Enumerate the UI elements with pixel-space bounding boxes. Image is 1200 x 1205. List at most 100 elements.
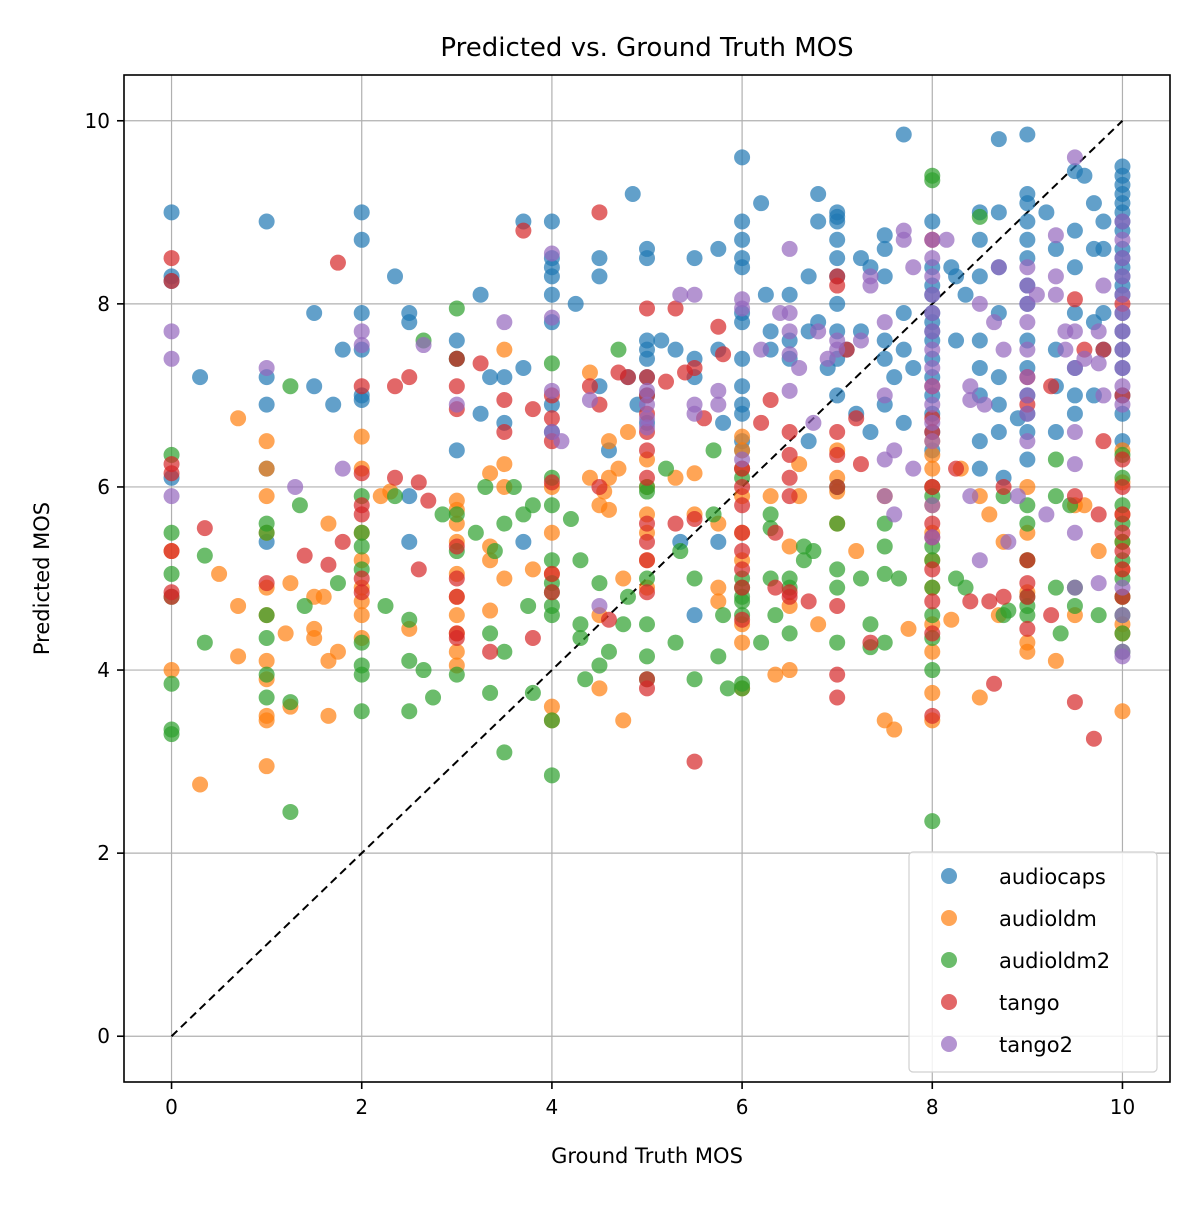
data-point (1114, 561, 1131, 578)
data-point (924, 813, 941, 830)
data-point (924, 231, 941, 248)
data-point (753, 341, 770, 358)
data-point (543, 268, 560, 285)
data-point (1066, 291, 1083, 308)
legend-marker (941, 868, 957, 884)
data-point (876, 488, 893, 505)
data-point (1047, 488, 1064, 505)
data-point (1009, 488, 1026, 505)
data-point (448, 442, 465, 459)
data-point (829, 295, 846, 312)
data-point (329, 575, 346, 592)
data-point (810, 186, 827, 203)
data-point (852, 456, 869, 473)
legend-label: tango2 (999, 1033, 1073, 1057)
data-point (296, 547, 313, 564)
data-point (287, 478, 304, 495)
data-point (543, 474, 560, 491)
data-point (924, 250, 941, 267)
data-point (781, 240, 798, 257)
legend-label: tango (999, 991, 1060, 1015)
data-point (401, 611, 418, 628)
data-point (543, 552, 560, 569)
data-point (924, 433, 941, 450)
data-point (924, 478, 941, 495)
data-point (829, 597, 846, 614)
data-point (876, 634, 893, 651)
data-point (753, 195, 770, 212)
data-point (1095, 305, 1112, 322)
data-point (667, 341, 684, 358)
data-point (762, 488, 779, 505)
data-point (610, 341, 627, 358)
x-tick-label: 2 (355, 1095, 368, 1119)
data-point (230, 410, 247, 427)
data-point (810, 616, 827, 633)
data-point (448, 666, 465, 683)
data-point (420, 492, 437, 509)
data-point (163, 272, 180, 289)
data-point (1095, 240, 1112, 257)
data-point (781, 346, 798, 363)
data-point (924, 359, 941, 376)
data-point (895, 126, 912, 143)
data-point (971, 332, 988, 349)
data-point (781, 446, 798, 463)
data-point (320, 515, 337, 532)
data-point (734, 314, 751, 331)
data-point (163, 465, 180, 482)
data-point (1019, 231, 1036, 248)
data-point (482, 465, 499, 482)
data-point (990, 204, 1007, 221)
data-point (791, 359, 808, 376)
data-point (353, 391, 370, 408)
data-point (938, 231, 955, 248)
data-point (1114, 506, 1131, 523)
data-point (829, 213, 846, 230)
data-point (876, 538, 893, 555)
data-point (543, 309, 560, 326)
data-point (524, 401, 541, 418)
data-point (163, 350, 180, 367)
data-point (353, 428, 370, 445)
data-point (353, 465, 370, 482)
data-point (715, 607, 732, 624)
data-point (543, 382, 560, 399)
data-point (862, 616, 879, 633)
data-point (639, 396, 655, 413)
data-point (719, 680, 736, 697)
data-point (990, 369, 1007, 386)
ticks: 0 2 4 6 8 10 0 2 4 6 8 10 (85, 109, 1136, 1119)
data-point (924, 378, 941, 395)
data-point (734, 300, 751, 317)
data-point (496, 570, 513, 587)
data-point (615, 712, 632, 729)
data-point (1114, 543, 1131, 560)
axes-frame (123, 74, 1171, 1083)
data-point (734, 428, 751, 445)
data-point (829, 446, 846, 463)
data-point (734, 213, 751, 230)
legend-marker (941, 952, 957, 968)
data-point (971, 460, 988, 477)
data-point (734, 451, 751, 468)
data-point (715, 414, 732, 431)
data-point (562, 510, 579, 527)
data-point (496, 314, 513, 331)
data-point (543, 712, 560, 729)
data-point (710, 396, 727, 413)
data-point (1085, 195, 1102, 212)
data-point (1019, 126, 1036, 143)
data-point (1114, 341, 1131, 358)
data-point (1066, 149, 1083, 166)
data-point (895, 341, 912, 358)
data-point (686, 570, 703, 587)
data-point (686, 359, 703, 376)
data-point (163, 488, 180, 505)
y-tick-label: 2 (97, 841, 110, 865)
data-point (496, 744, 513, 761)
data-point (924, 561, 941, 578)
data-point (572, 616, 589, 633)
data-point (482, 643, 499, 660)
data-point (1019, 575, 1036, 592)
